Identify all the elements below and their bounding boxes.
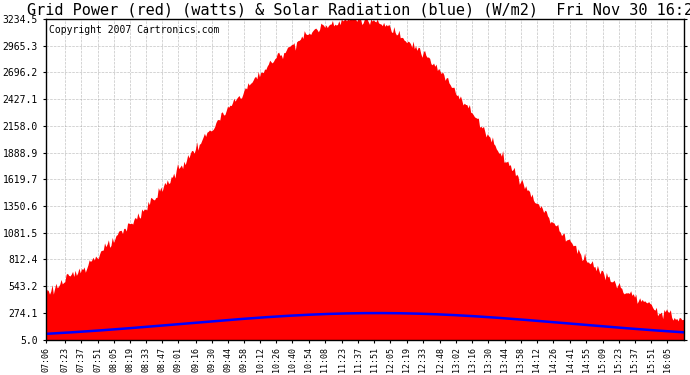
Title: Grid Power (red) (watts) & Solar Radiation (blue) (W/m2)  Fri Nov 30 16:22: Grid Power (red) (watts) & Solar Radiati… bbox=[28, 3, 690, 18]
Text: Copyright 2007 Cartronics.com: Copyright 2007 Cartronics.com bbox=[49, 26, 219, 35]
